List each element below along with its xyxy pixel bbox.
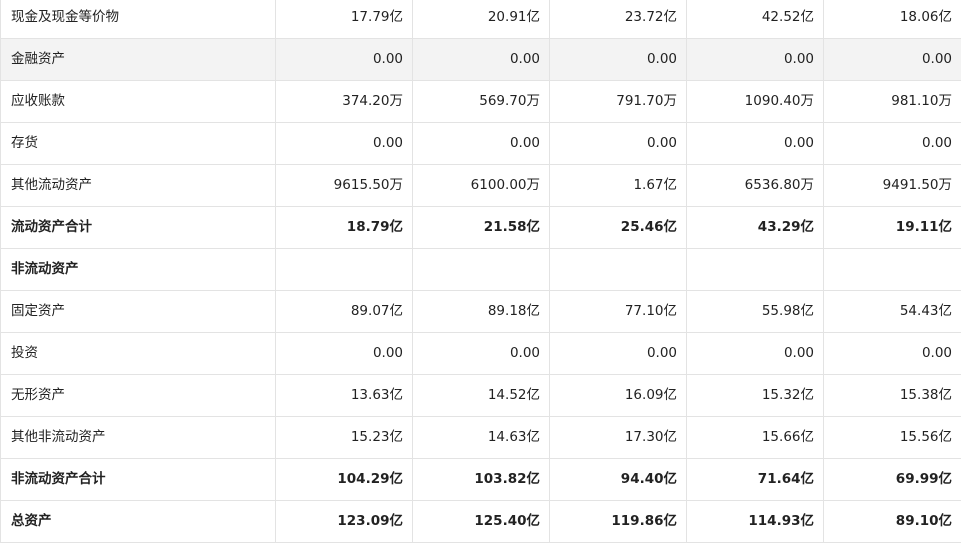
table-row: 金融资产 0.00 0.00 0.00 0.00 0.00 (0, 38, 961, 81)
row-label: 其他非流动资产 (0, 416, 276, 459)
row-label: 应收账款 (0, 80, 276, 123)
value-cell: 0.00 (686, 122, 824, 165)
table-row: 总资产 123.09亿 125.40亿 119.86亿 114.93亿 89.10亿 (0, 500, 961, 543)
value-cell: 15.66亿 (686, 416, 824, 459)
table-row: 存货 0.00 0.00 0.00 0.00 0.00 (0, 122, 961, 165)
row-label: 无形资产 (0, 374, 276, 417)
value-cell: 14.63亿 (412, 416, 550, 459)
value-cell: 0.00 (823, 38, 961, 81)
value-cell: 17.30亿 (549, 416, 687, 459)
table-row: 应收账款 374.20万 569.70万 791.70万 1090.40万 981.10万 (0, 80, 961, 123)
value-cell: 119.86亿 (549, 500, 687, 543)
row-label: 非流动资产合计 (0, 458, 276, 501)
value-cell: 0.00 (275, 332, 413, 375)
value-cell: 0.00 (686, 332, 824, 375)
row-label: 投资 (0, 332, 276, 375)
table-row: 现金及现金等价物 17.79亿 20.91亿 23.72亿 42.52亿 18.06亿 (0, 0, 961, 39)
row-label: 流动资产合计 (0, 206, 276, 249)
table-row: 其他非流动资产 15.23亿 14.63亿 17.30亿 15.66亿 15.56亿 (0, 416, 961, 459)
value-cell: 0.00 (412, 38, 550, 81)
value-cell: 77.10亿 (549, 290, 687, 333)
value-cell: 17.79亿 (275, 0, 413, 39)
table-row: 流动资产合计 18.79亿 21.58亿 25.46亿 43.29亿 19.11亿 (0, 206, 961, 249)
value-cell: 19.11亿 (823, 206, 961, 249)
row-label: 现金及现金等价物 (0, 0, 276, 39)
value-cell: 0.00 (686, 38, 824, 81)
value-cell: 791.70万 (549, 80, 687, 123)
value-cell: 569.70万 (412, 80, 550, 123)
table-row: 投资 0.00 0.00 0.00 0.00 0.00 (0, 332, 961, 375)
row-label: 存货 (0, 122, 276, 165)
value-cell: 89.18亿 (412, 290, 550, 333)
table-row: 非流动资产 (0, 248, 961, 291)
value-cell: 9491.50万 (823, 164, 961, 207)
value-cell: 123.09亿 (275, 500, 413, 543)
value-cell: 94.40亿 (549, 458, 687, 501)
value-cell: 981.10万 (823, 80, 961, 123)
value-cell: 23.72亿 (549, 0, 687, 39)
value-cell: 18.79亿 (275, 206, 413, 249)
value-cell: 21.58亿 (412, 206, 550, 249)
value-cell (823, 248, 961, 291)
value-cell: 125.40亿 (412, 500, 550, 543)
value-cell: 1090.40万 (686, 80, 824, 123)
value-cell: 104.29亿 (275, 458, 413, 501)
value-cell: 6536.80万 (686, 164, 824, 207)
row-label: 非流动资产 (0, 248, 276, 291)
value-cell: 9615.50万 (275, 164, 413, 207)
value-cell: 15.32亿 (686, 374, 824, 417)
value-cell: 89.10亿 (823, 500, 961, 543)
value-cell: 0.00 (549, 332, 687, 375)
value-cell: 6100.00万 (412, 164, 550, 207)
value-cell: 71.64亿 (686, 458, 824, 501)
value-cell (686, 248, 824, 291)
value-cell: 15.56亿 (823, 416, 961, 459)
row-label: 其他流动资产 (0, 164, 276, 207)
value-cell: 18.06亿 (823, 0, 961, 39)
table-row: 固定资产 89.07亿 89.18亿 77.10亿 55.98亿 54.43亿 (0, 290, 961, 333)
value-cell: 1.67亿 (549, 164, 687, 207)
value-cell: 13.63亿 (275, 374, 413, 417)
value-cell: 42.52亿 (686, 0, 824, 39)
value-cell: 0.00 (412, 332, 550, 375)
value-cell: 25.46亿 (549, 206, 687, 249)
value-cell (412, 248, 550, 291)
table-row: 其他流动资产 9615.50万 6100.00万 1.67亿 6536.80万 9491.… (0, 164, 961, 207)
value-cell: 0.00 (412, 122, 550, 165)
row-label: 总资产 (0, 500, 276, 543)
value-cell (549, 248, 687, 291)
value-cell: 43.29亿 (686, 206, 824, 249)
value-cell: 114.93亿 (686, 500, 824, 543)
value-cell: 0.00 (549, 122, 687, 165)
value-cell: 0.00 (823, 332, 961, 375)
row-label: 固定资产 (0, 290, 276, 333)
value-cell: 15.38亿 (823, 374, 961, 417)
value-cell: 54.43亿 (823, 290, 961, 333)
value-cell: 89.07亿 (275, 290, 413, 333)
value-cell (275, 248, 413, 291)
value-cell: 15.23亿 (275, 416, 413, 459)
value-cell: 0.00 (275, 38, 413, 81)
value-cell: 69.99亿 (823, 458, 961, 501)
table-row: 无形资产 13.63亿 14.52亿 16.09亿 15.32亿 15.38亿 (0, 374, 961, 417)
value-cell: 374.20万 (275, 80, 413, 123)
value-cell: 55.98亿 (686, 290, 824, 333)
value-cell: 14.52亿 (412, 374, 550, 417)
value-cell: 0.00 (275, 122, 413, 165)
value-cell: 0.00 (823, 122, 961, 165)
table-row: 非流动资产合计 104.29亿 103.82亿 94.40亿 71.64亿 69.99亿 (0, 458, 961, 501)
value-cell: 16.09亿 (549, 374, 687, 417)
value-cell: 20.91亿 (412, 0, 550, 39)
value-cell: 0.00 (549, 38, 687, 81)
value-cell: 103.82亿 (412, 458, 550, 501)
row-label: 金融资产 (0, 38, 276, 81)
